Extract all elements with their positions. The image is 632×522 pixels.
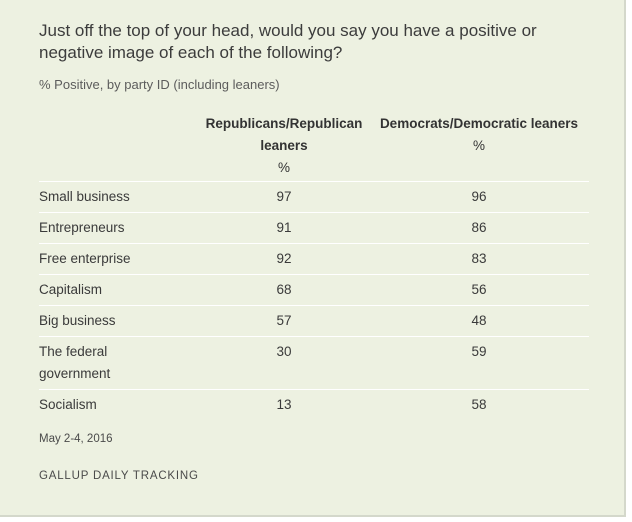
column-unit: %	[277, 160, 290, 175]
row-label: The federal government	[39, 336, 199, 390]
column-name: Republicans/Republican leaners	[205, 116, 363, 153]
column-header-democrats: Democrats/Democratic leaners %	[369, 110, 589, 182]
row-label-header	[39, 110, 199, 182]
chart-title: Just off the top of your head, would you…	[39, 21, 537, 62]
table-row: The federal government 30 59	[39, 336, 589, 390]
value-democrats: 96	[369, 181, 589, 213]
value-democrats: 59	[369, 336, 589, 390]
column-name: Democrats/Democratic leaners	[379, 116, 579, 131]
value-republicans: 68	[199, 274, 369, 306]
table-row: Capitalism 68 56	[39, 274, 589, 306]
table-header-row: Republicans/Republican leaners % Democra…	[39, 110, 589, 182]
data-table: Republicans/Republican leaners % Democra…	[39, 110, 589, 420]
table-row: Socialism 13 58	[39, 389, 589, 420]
row-label: Socialism	[39, 389, 199, 420]
value-republicans: 57	[199, 305, 369, 337]
value-republicans: 13	[199, 389, 369, 420]
value-democrats: 86	[369, 212, 589, 244]
table-row: Entrepreneurs 91 86	[39, 212, 589, 244]
column-header-republicans: Republicans/Republican leaners %	[199, 110, 369, 182]
value-democrats: 58	[369, 389, 589, 420]
row-label: Free enterprise	[39, 243, 199, 275]
value-republicans: 91	[199, 212, 369, 244]
table-row: Free enterprise 92 83	[39, 243, 589, 275]
value-democrats: 83	[369, 243, 589, 275]
chart-subtitle: % Positive, by party ID (including leane…	[39, 77, 280, 92]
table-row: Small business 97 96	[39, 181, 589, 213]
source-label: GALLUP DAILY TRACKING	[39, 470, 199, 482]
row-label: Small business	[39, 181, 199, 213]
row-label: Big business	[39, 305, 199, 337]
table-row: Big business 57 48	[39, 305, 589, 337]
value-democrats: 56	[369, 274, 589, 306]
survey-date: May 2-4, 2016	[39, 433, 113, 445]
column-unit: %	[472, 138, 485, 153]
table-body: Small business 97 96 Entrepreneurs 91 86 Free …	[39, 181, 589, 420]
value-democrats: 48	[369, 305, 589, 337]
row-label: Capitalism	[39, 274, 199, 306]
row-label: Entrepreneurs	[39, 212, 199, 244]
value-republicans: 30	[199, 336, 369, 390]
value-republicans: 92	[199, 243, 369, 275]
value-republicans: 97	[199, 181, 369, 213]
